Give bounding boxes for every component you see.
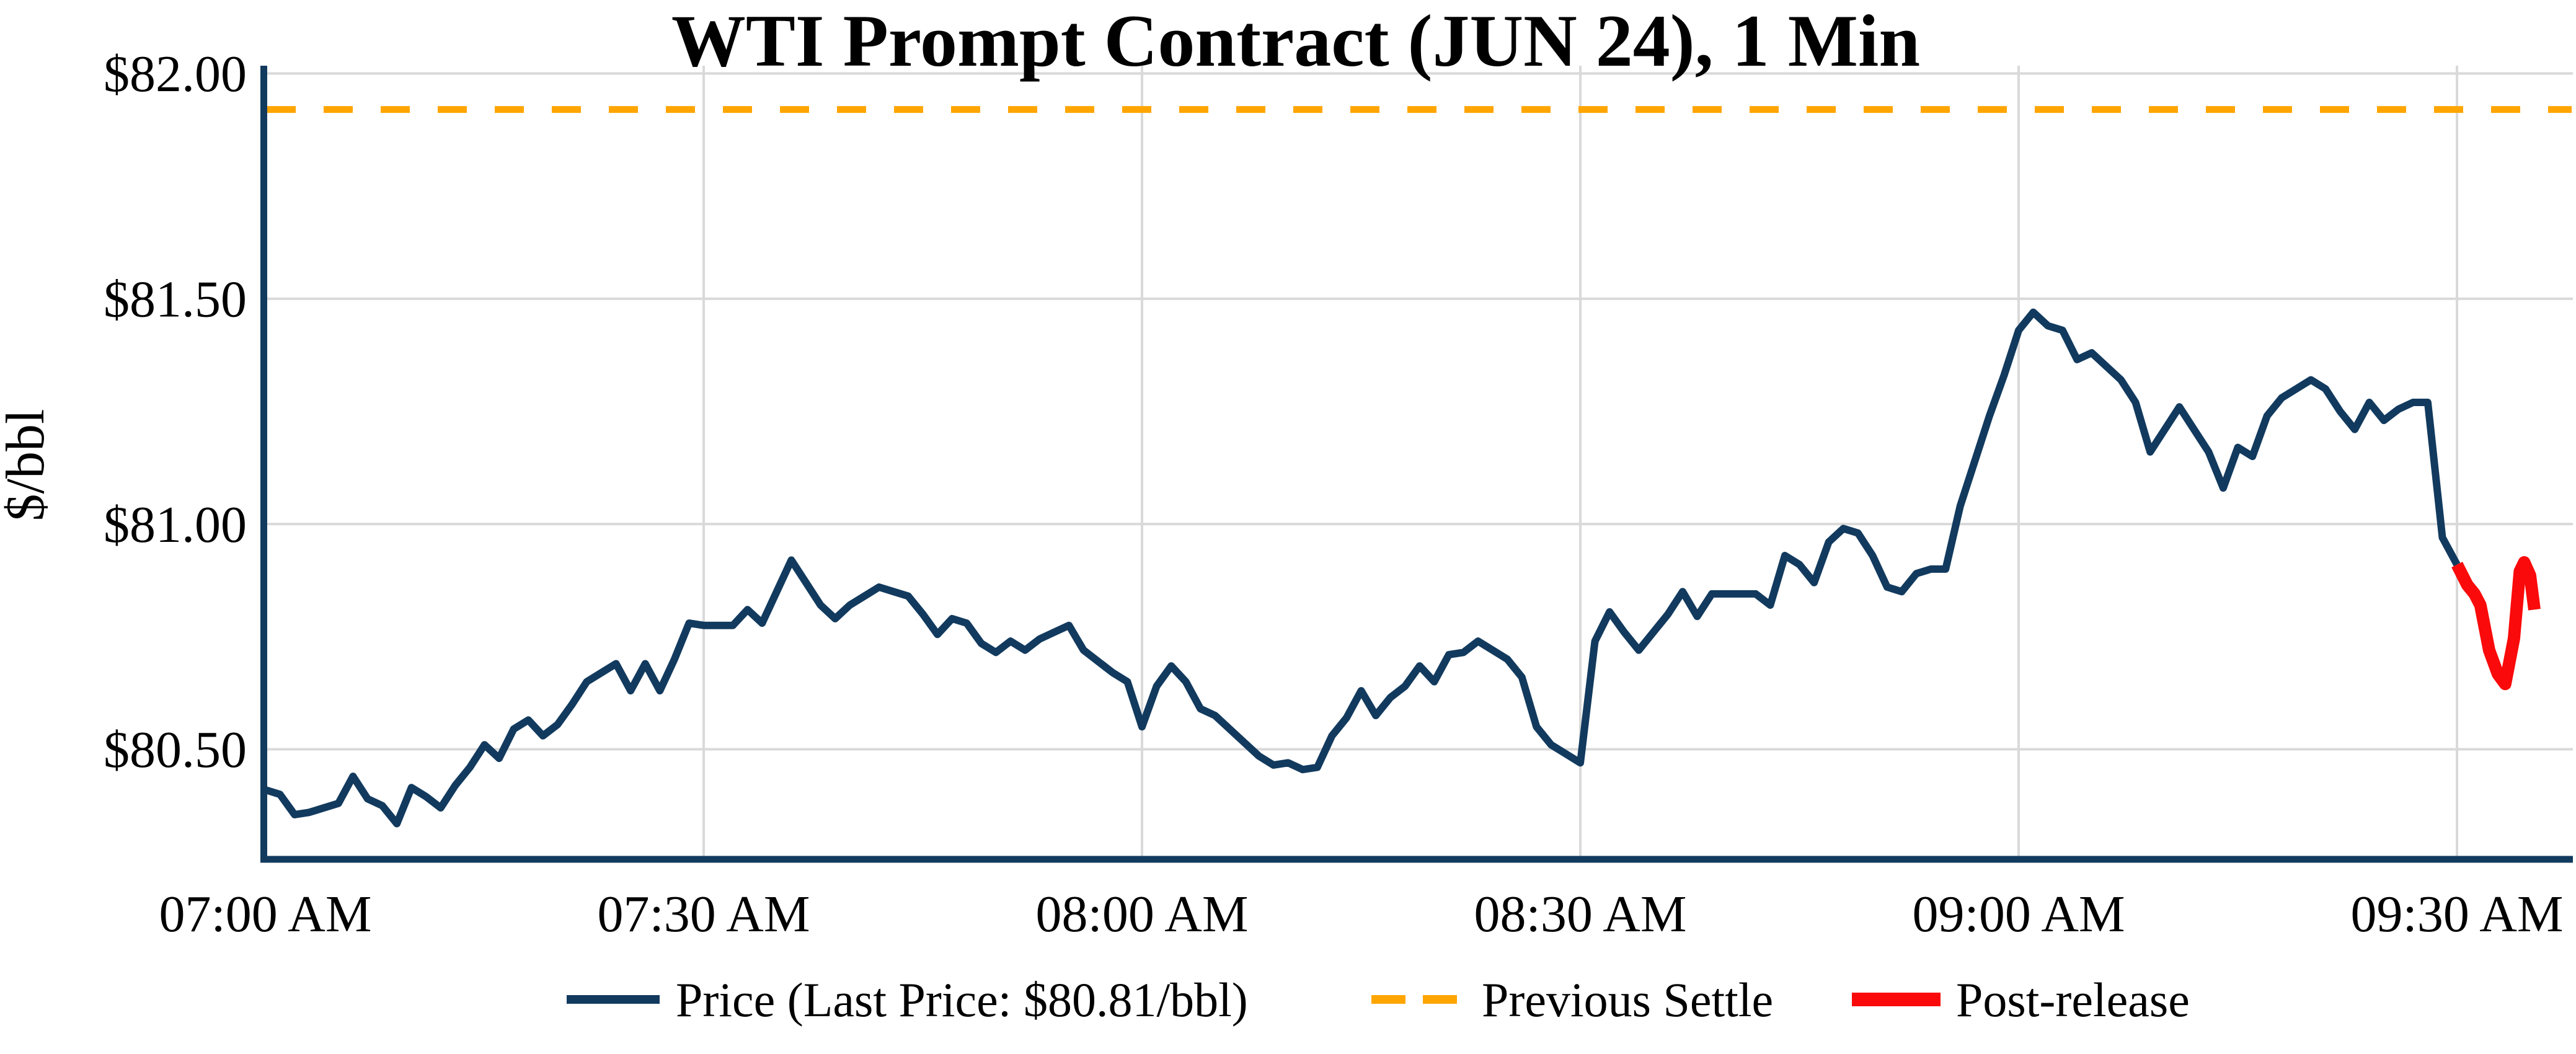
y-tick-label-82.00: $82.00	[104, 45, 247, 103]
x-tick-label-0930: 09:30 AM	[2351, 885, 2564, 943]
legend-previous-settle-label: Previous Settle	[1482, 973, 1773, 1027]
chart-title: WTI Prompt Contract (JUN 24), 1 Min	[671, 0, 1920, 82]
x-tick-label-0700: 07:00 AM	[159, 885, 371, 943]
price-line	[264, 308, 2461, 828]
legend-price-label: Price (Last Price: $80.81/bbl)	[676, 973, 1248, 1027]
y-tick-labels: $82.00 $81.50 $81.00 $80.50	[104, 45, 247, 779]
y-axis-label: $/bbl	[0, 409, 56, 521]
x-tick-label-0900: 09:00 AM	[1913, 885, 2125, 943]
x-tick-label-0730: 07:30 AM	[597, 885, 810, 943]
vertical-gridlines	[264, 66, 2459, 856]
x-tick-label-0800: 08:00 AM	[1035, 885, 1248, 943]
x-tick-label-0830: 08:30 AM	[1474, 885, 1686, 943]
legend: Price (Last Price: $80.81/bbl) Previous …	[567, 973, 2190, 1027]
legend-post-release-label: Post-release	[1956, 973, 2190, 1027]
horizontal-gridlines	[262, 72, 2573, 751]
x-tick-labels: 07:00 AM 07:30 AM 08:00 AM 08:30 AM 09:0…	[159, 885, 2563, 943]
y-tick-label-81.00: $81.00	[104, 496, 247, 554]
y-tick-label-81.50: $81.50	[104, 270, 247, 328]
y-tick-label-80.50: $80.50	[104, 721, 247, 779]
post-release-line	[2451, 556, 2541, 691]
